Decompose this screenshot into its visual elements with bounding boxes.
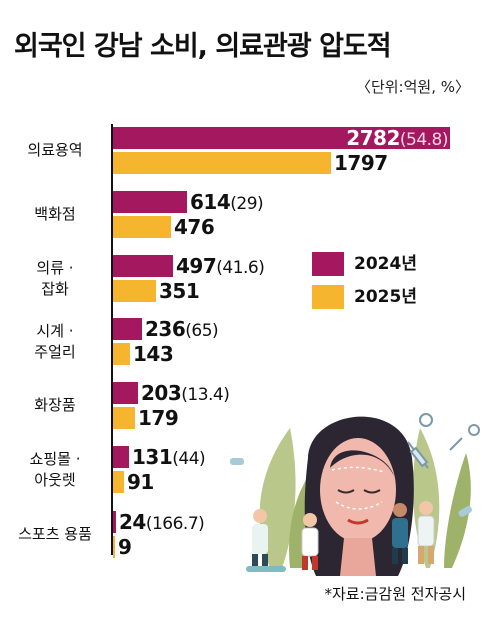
data-label-2025: 1797: [334, 152, 388, 174]
data-label-value: 203: [141, 381, 182, 405]
bar-2025: [113, 407, 135, 429]
data-label-value: 24: [119, 510, 146, 534]
category-label: 쇼핑몰 · 아웃렛: [6, 449, 104, 491]
bar-2025: [113, 280, 156, 302]
data-label-value: 143: [133, 342, 174, 366]
data-label-2025: 143: [133, 342, 174, 366]
data-label-2024: 497(41.6): [176, 254, 265, 278]
data-label-2025: 179: [138, 406, 179, 430]
data-label-value: 351: [159, 279, 200, 303]
chart-title: 외국인 강남 소비, 의료관광 압도적: [14, 31, 392, 62]
data-label-2025: 476: [174, 215, 215, 239]
legend-item-2025: 2025년: [312, 283, 417, 311]
category-label-line: 의류 ·: [36, 258, 74, 277]
category-label-line: 쇼핑몰 ·: [29, 449, 81, 468]
data-label-change: (41.6): [216, 258, 265, 278]
data-label-value: 236: [145, 317, 186, 341]
bar-2024: [113, 446, 129, 468]
unit-label: 〈단위:억원, %〉: [355, 78, 470, 96]
data-label-value: 476: [174, 215, 215, 239]
bar-2025: [113, 343, 130, 365]
category-axis-line: [111, 124, 113, 555]
data-label-value: 131: [132, 445, 173, 469]
data-label-change: (13.4): [181, 385, 230, 405]
category-label: 스포츠 용품: [6, 524, 104, 545]
category-label-line: 화장품: [34, 396, 76, 414]
category-label-line: 백화점: [34, 205, 76, 223]
legend-label-2024: 2024년: [354, 254, 417, 274]
legend-label-2025: 2025년: [354, 287, 417, 307]
bar-2025: [113, 471, 124, 493]
category-label: 화장품: [6, 395, 104, 416]
category-label-line: 스포츠 용품: [18, 525, 92, 543]
category-label-line: 주얼리: [34, 342, 76, 361]
data-label-value: 9: [118, 535, 132, 559]
legend-item-2024: 2024년: [312, 250, 417, 278]
bar-2024: [113, 255, 173, 277]
data-label-2024: 2782(54.8): [346, 126, 449, 150]
bar-2025: [113, 216, 171, 238]
bar-2025: [113, 152, 331, 174]
category-label: 백화점: [6, 204, 104, 225]
data-label-2025: 351: [159, 279, 200, 303]
category-label: 의료용역: [6, 140, 104, 161]
data-label-2024: 236(65): [145, 317, 219, 341]
source-note: *자료:금감원 전자공시: [324, 585, 466, 603]
data-label-2024: 131(44): [132, 445, 206, 469]
data-label-value: 91: [127, 470, 154, 494]
category-label-line: 잡화: [41, 279, 69, 298]
medical-tourism-illustration: [230, 413, 480, 576]
data-label-2024: 203(13.4): [141, 381, 230, 405]
data-label-change: (44): [172, 449, 206, 469]
data-label-value: 497: [176, 254, 217, 278]
data-label-value: 2782: [346, 126, 400, 150]
data-label-change: (29): [230, 194, 264, 214]
data-label-change: (166.7): [145, 514, 205, 534]
data-label-2024: 614(29): [190, 190, 264, 214]
data-label-value: 614: [190, 190, 231, 214]
bar-2024: [113, 318, 142, 340]
category-label-line: 의료용역: [27, 141, 83, 159]
legend-swatch-2024: [312, 252, 344, 276]
data-label-change: (54.8): [399, 130, 449, 150]
category-label-line: 아웃렛: [34, 470, 76, 489]
data-label-value: 1797: [334, 151, 388, 175]
data-label-2025: 91: [127, 471, 154, 493]
category-label: 의류 · 잡화: [6, 258, 104, 300]
bar-2024: [113, 191, 187, 213]
legend-swatch-2025: [312, 285, 344, 309]
bar-2024: [113, 511, 116, 533]
data-label-value: 179: [138, 406, 179, 430]
bar-2024: [113, 127, 450, 149]
data-label-change: (65): [185, 321, 219, 341]
category-label-line: 시계 ·: [36, 321, 74, 340]
bar-2024: [113, 382, 138, 404]
bar-2025: [113, 536, 115, 558]
data-label-2024: 24(166.7): [119, 510, 205, 534]
category-label: 시계 · 주얼리: [6, 321, 104, 363]
data-label-2025: 9: [118, 535, 132, 559]
